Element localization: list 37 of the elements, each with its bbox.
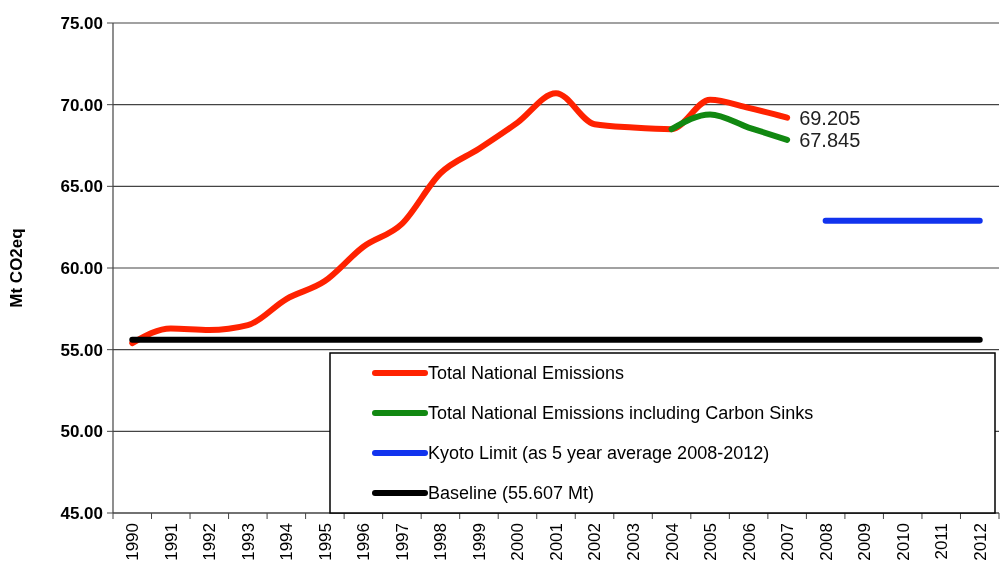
y-tick-label: 55.00: [60, 340, 103, 360]
y-tick-label: 70.00: [60, 95, 103, 115]
x-tick-label: 1990: [123, 523, 143, 561]
legend-label: Total National Emissions including Carbon Sinks: [428, 403, 814, 424]
x-tick-label: 2008: [816, 523, 836, 561]
legend-label: Kyoto Limit (as 5 year average 2008-2012): [428, 443, 770, 464]
x-tick-label: 2003: [623, 523, 643, 561]
x-tick-label: 1996: [354, 523, 374, 561]
data-label: 67.845: [799, 128, 861, 151]
legend-label: Baseline (55.607 Mt): [428, 483, 595, 504]
y-tick-label: 50.00: [60, 422, 103, 442]
legend-label: Total National Emissions: [428, 363, 625, 384]
y-axis-title: Mt CO2eq: [7, 228, 26, 308]
x-tick-label: 2000: [508, 523, 528, 561]
x-tick-label: 2009: [855, 523, 875, 561]
data-label: 69.205: [799, 106, 861, 129]
y-tick-label: 65.00: [60, 177, 103, 197]
x-tick-label: 2001: [546, 523, 566, 561]
x-tick-label: 2011: [932, 523, 952, 560]
x-tick-label: 1999: [469, 523, 489, 561]
x-tick-label: 2007: [778, 523, 798, 561]
x-tick-label: 1995: [315, 523, 335, 561]
x-tick-label: 1998: [431, 523, 451, 561]
y-tick-label: 45.00: [60, 503, 103, 523]
x-tick-label: 2006: [739, 523, 759, 561]
x-tick-label: 1993: [238, 523, 258, 561]
y-tick-label: 75.00: [60, 13, 103, 33]
x-tick-label: 1992: [200, 523, 220, 561]
x-tick-label: 1991: [161, 523, 181, 561]
x-tick-label: 2005: [701, 523, 721, 561]
y-tick-label: 60.00: [60, 258, 103, 278]
x-tick-label: 2004: [662, 523, 682, 561]
x-tick-label: 1997: [392, 523, 412, 561]
x-tick-label: 1994: [277, 523, 297, 561]
x-tick-label: 2010: [893, 523, 913, 561]
x-tick-label: 2002: [585, 523, 605, 561]
x-tick-label: 2012: [970, 523, 990, 561]
